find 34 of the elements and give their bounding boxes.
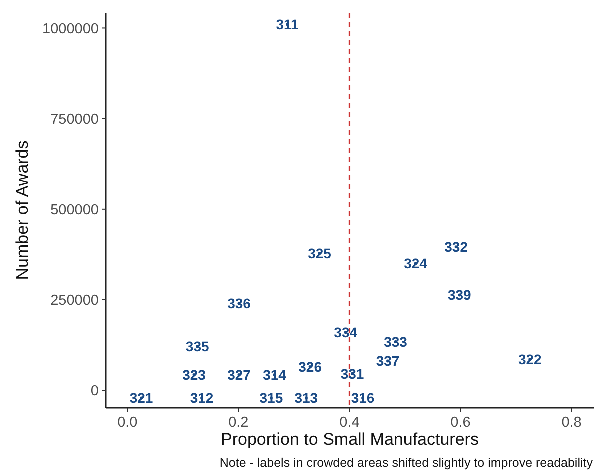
y-tick-label: 750000 bbox=[50, 112, 99, 128]
x-tick-label: 0.4 bbox=[340, 415, 360, 431]
x-tick-label: 0.2 bbox=[228, 415, 249, 431]
x-tick-label: 0.6 bbox=[450, 415, 471, 431]
series-label: 324 bbox=[404, 256, 428, 272]
y-axis-title: Number of Awards bbox=[13, 140, 32, 280]
series-label: 333 bbox=[384, 334, 408, 350]
series-label: 326 bbox=[298, 358, 322, 375]
series-label: 325 bbox=[308, 246, 332, 262]
series-label: 339 bbox=[448, 287, 472, 304]
x-axis-title: Proportion to Small Manufacturers bbox=[221, 430, 479, 449]
text: Note - labels in crowded areas shifted slightly to improve readability bbox=[220, 456, 594, 470]
series-label: 334 bbox=[334, 324, 358, 341]
series-label: 313 bbox=[294, 390, 318, 406]
series-label: 331 bbox=[340, 366, 364, 382]
series-label: 322 bbox=[518, 351, 542, 368]
x-tick-label: 0.8 bbox=[562, 415, 582, 431]
series-label: 312 bbox=[190, 390, 214, 406]
series-label: 314 bbox=[263, 366, 287, 383]
series-label: 332 bbox=[444, 239, 468, 255]
series-label: 327 bbox=[228, 366, 252, 383]
series-label: 311 bbox=[276, 16, 300, 32]
x-tick-label: 0.0 bbox=[118, 415, 138, 431]
y-tick-label: 1000000 bbox=[42, 21, 99, 38]
series-label: 321 bbox=[130, 390, 154, 406]
y-tick-label: 0 bbox=[90, 384, 99, 400]
series-label: 336 bbox=[228, 296, 252, 312]
y-tick-label: 250000 bbox=[50, 293, 99, 310]
series-label: 337 bbox=[376, 353, 400, 370]
y-tick-label: 500000 bbox=[50, 202, 99, 218]
series-label: 335 bbox=[186, 338, 210, 355]
series-label: 315 bbox=[260, 390, 284, 406]
series-label: 323 bbox=[182, 366, 206, 383]
series-label: 316 bbox=[351, 390, 375, 406]
